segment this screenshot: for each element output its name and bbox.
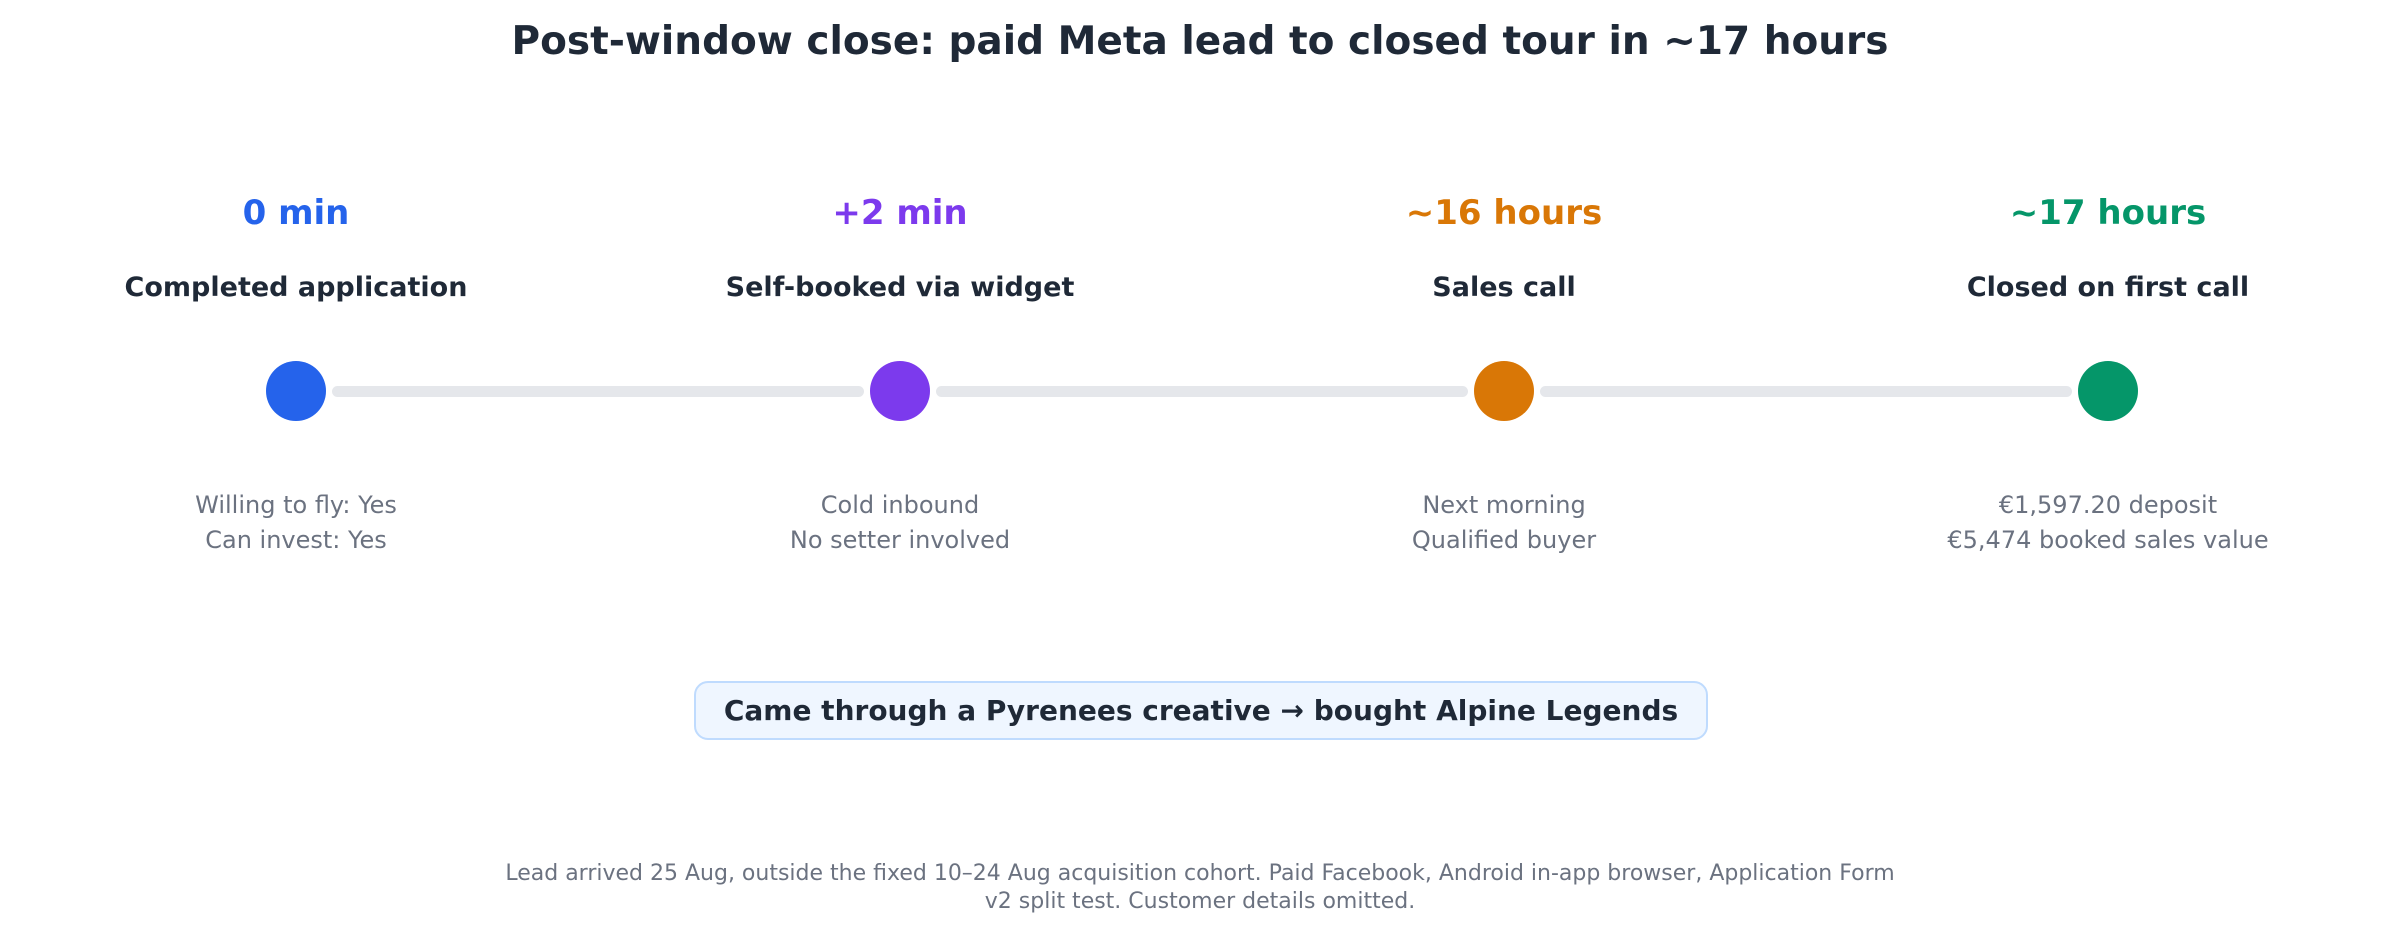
footnote: Lead arrived 25 Aug, outside the fixed 1… xyxy=(0,860,2400,916)
milestone-time: 0 min xyxy=(242,193,350,233)
milestone-detail-line: No setter involved xyxy=(789,526,1011,554)
milestone-label: Completed application xyxy=(124,272,468,303)
timeline-connector-3 xyxy=(1540,386,2072,397)
chart-title: Post-window close: paid Meta lead to clo… xyxy=(511,19,1889,64)
milestone-details: Next morning Qualified buyer xyxy=(1244,488,1764,558)
milestone-detail-line: Willing to fly: Yes xyxy=(195,491,397,519)
milestone-time: ~17 hours xyxy=(2009,193,2207,233)
milestone-details: Willing to fly: Yes Can invest: Yes xyxy=(36,488,556,558)
milestone-detail-line: €1,597.20 deposit xyxy=(1998,491,2218,519)
callout-box: Came through a Pyrenees creative → bough… xyxy=(694,681,1708,740)
milestone-details: Cold inbound No setter involved xyxy=(640,488,1160,558)
milestone-details: €1,597.20 deposit €5,474 booked sales va… xyxy=(1848,488,2368,558)
milestone-label: Closed on first call xyxy=(1966,272,2250,303)
milestone-label: Sales call xyxy=(1432,272,1576,303)
milestone-detail-line: Qualified buyer xyxy=(1411,526,1597,554)
footnote-line: Lead arrived 25 Aug, outside the fixed 1… xyxy=(505,861,1895,886)
milestone-detail-line: €5,474 booked sales value xyxy=(1947,526,2269,554)
milestone-detail-line: Cold inbound xyxy=(820,491,980,519)
milestone-dot xyxy=(1474,361,1534,421)
milestone-dot xyxy=(266,361,326,421)
timeline-connector-1 xyxy=(332,386,864,397)
timeline-connector-2 xyxy=(936,386,1468,397)
milestone-detail-line: Next morning xyxy=(1422,491,1586,519)
milestone-dot xyxy=(2078,361,2138,421)
milestone-dot xyxy=(870,361,930,421)
milestone-label: Self-booked via widget xyxy=(725,272,1075,303)
footnote-line: v2 split test. Customer details omitted. xyxy=(984,889,1416,914)
milestone-time: +2 min xyxy=(832,193,968,233)
milestone-detail-line: Can invest: Yes xyxy=(205,526,387,554)
milestone-time: ~16 hours xyxy=(1405,193,1603,233)
